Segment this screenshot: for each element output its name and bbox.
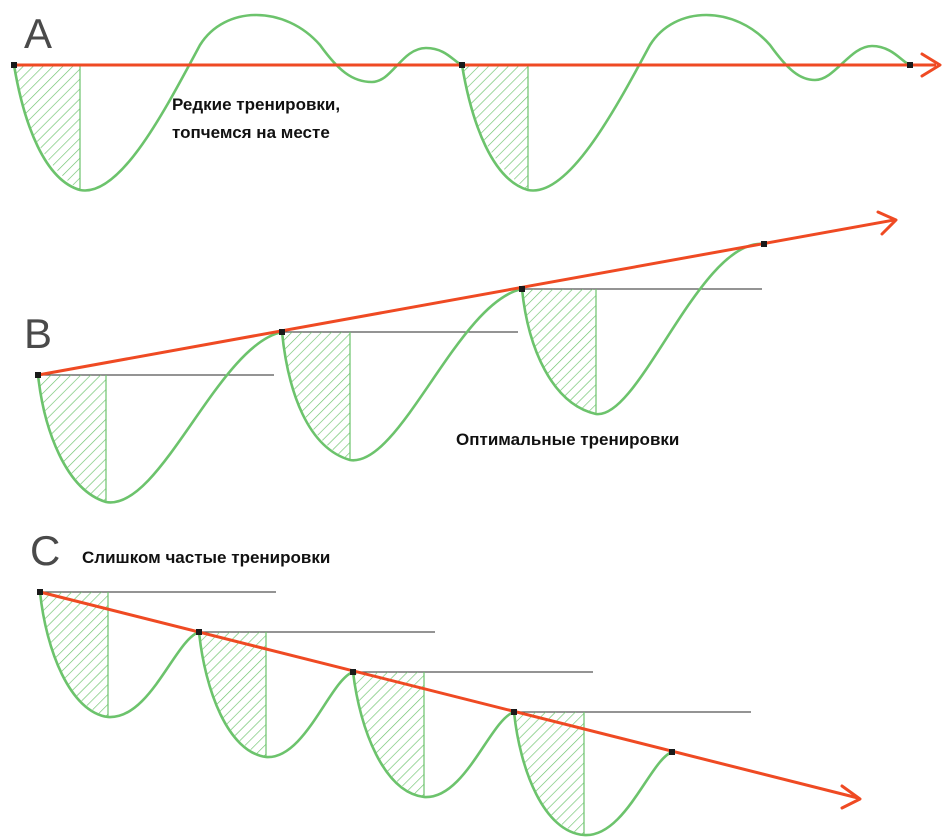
panel-b-fatigue-zone-2 [282,332,350,460]
panel-c-marker-5 [669,749,675,755]
panel-b-fatigue-zone-1 [38,375,106,502]
panel-a-letter: A [24,10,52,57]
panel-b-adaptation-curve [36,242,765,504]
panel-c-fatigue-zone-4 [514,712,584,835]
panel-a-adaptation-curve [12,13,911,192]
panel-b-caption: Оптимальные тренировки [456,430,679,449]
panel-c-marker-3 [350,669,356,675]
panel-a-marker-3 [907,62,913,68]
panel-c: C Слишком частые тренировки [30,527,862,837]
panel-b-letter: B [24,310,52,357]
panel-c-marker-1 [37,589,43,595]
panel-a-fatigue-zone-1 [14,65,80,190]
panel-c-letter: C [30,527,60,574]
panel-b-trend-arrowhead [876,210,898,236]
panel-c-trend-line [39,590,859,800]
panel-c-marker-2 [196,629,202,635]
panel-c-marker-4 [511,709,517,715]
panel-c-trend-arrowhead [840,784,862,810]
panel-b-marker-4 [761,241,767,247]
panel-c-fatigue-zone-2 [199,632,266,757]
panel-b-marker-2 [279,329,285,335]
panel-a-fatigue-zone-2 [462,65,528,190]
panel-a-marker-2 [459,62,465,68]
panel-c-caption: Слишком частые тренировки [82,548,330,567]
panel-a-caption-line-1: Редкие тренировки, [172,95,340,114]
panel-c-fatigue-zone-1 [40,592,108,717]
panel-b-trend-line [37,218,895,377]
panel-a-trend-arrowhead [920,52,942,78]
panel-b-fatigue-zone-3 [522,289,596,414]
panel-a-caption-line-2: топчемся на месте [172,123,330,142]
panel-c-fatigue-zone-3 [353,672,424,797]
panel-a: A Редкие тренировки, топчемся на месте [11,10,942,192]
panel-b-marker-1 [35,372,41,378]
panel-b-marker-3 [519,286,525,292]
panel-a-marker-1 [11,62,17,68]
panel-b: B Оптимальные тренировки [24,210,898,504]
